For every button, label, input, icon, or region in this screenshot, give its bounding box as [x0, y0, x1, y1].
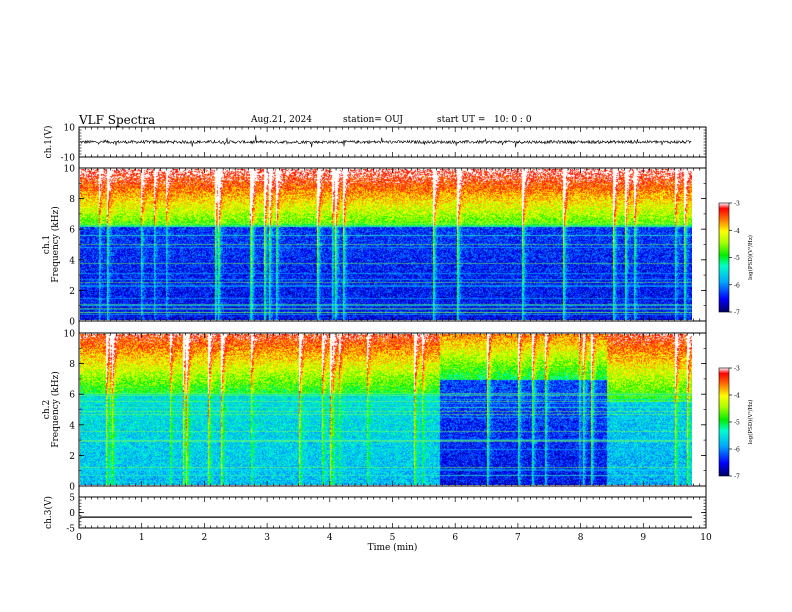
colorbar-gradient: [718, 367, 730, 477]
colorbar-label: log(PSD)(V²/Hz): [747, 400, 754, 445]
colorbar-label: log(PSD)(V²/Hz): [747, 235, 754, 280]
y-tick-label: 4: [69, 421, 75, 431]
ch2-colorbar: -3 -4 -5 -6 -7 log(PSD)(V²/Hz): [718, 366, 754, 481]
y-tick-label: 0: [69, 483, 75, 493]
x-tick-label: 0: [76, 533, 82, 543]
y-axis-label: Frequency (kHz): [50, 371, 61, 448]
colorbar-tick-label: -6: [734, 282, 740, 289]
spectrogram-canvas: [80, 169, 692, 320]
colorbar-tick-label: -5: [734, 255, 740, 262]
x-tick-label: 8: [578, 533, 584, 543]
y-tick-label: -10: [61, 154, 76, 164]
y-tick-label: 10: [64, 124, 76, 134]
x-tick-label: 7: [515, 533, 521, 543]
colorbar-tick-label: -7: [734, 474, 740, 481]
time-axis: 0 1 2 3 4 5 6 7 8 9 10 Time (min): [76, 157, 712, 553]
colorbar-tick-label: -4: [734, 393, 740, 400]
header-start-label: start UT =: [437, 115, 486, 125]
x-tick-label: 9: [640, 533, 646, 543]
y-axis-label: ch.1(V): [43, 126, 54, 159]
x-tick-label: 1: [139, 533, 145, 543]
colorbar-tick-label: -4: [734, 228, 740, 235]
spectrogram-image: [80, 169, 692, 320]
y-tick-label: 10: [64, 330, 76, 340]
y-tick-label: 0: [69, 509, 75, 519]
x-tick-label: 6: [452, 533, 458, 543]
y-tick-label: 6: [69, 226, 75, 236]
header-station: station= OUJ: [343, 115, 404, 125]
colorbar-gradient: [718, 202, 730, 313]
spectrogram-image: [80, 334, 692, 485]
y-tick-label: 10: [64, 165, 76, 175]
y-axis-label: ch.3(V): [43, 496, 54, 529]
y-tick-label: 0: [69, 318, 75, 328]
y-tick-label: 8: [69, 360, 75, 370]
y-tick-label: 4: [69, 256, 75, 266]
y-tick-label: 2: [69, 452, 75, 462]
y-tick-label: 2: [69, 287, 75, 297]
colorbar-tick-label: -3: [734, 366, 740, 373]
y-tick-label: -5: [66, 525, 75, 535]
ch1-spectrogram-panel: 0 2 4 6 8 10 ch.1 Frequency (kHz): [42, 165, 707, 328]
x-tick-label: 4: [327, 533, 333, 543]
y-tick-label: 5: [69, 494, 75, 504]
y-tick-label: 8: [69, 195, 75, 205]
colorbar-tick-label: -3: [734, 201, 740, 208]
ch1-waveform-panel: 10 -10 ch.1(V): [43, 124, 707, 164]
y-axis-label: ch.1: [42, 235, 52, 254]
colorbar-tick-label: -7: [734, 310, 740, 317]
ch1-waveform-line: [79, 135, 692, 148]
x-axis-label: Time (min): [368, 542, 418, 553]
header-title: VLF Spectra: [79, 113, 156, 127]
spectrogram-canvas: [80, 334, 692, 485]
y-axis-label: Frequency (kHz): [50, 206, 61, 283]
colorbar-tick-label: -6: [734, 447, 740, 454]
y-axis-label: ch.2: [42, 400, 52, 419]
x-tick-label: 2: [202, 533, 208, 543]
ch2-spectrogram-panel: 0 2 4 6 8 10 ch.2 Frequency (kHz): [42, 330, 707, 493]
ch3-waveform-panel: 5 0 -5 ch.3(V): [43, 494, 707, 535]
x-tick-label: 5: [390, 533, 396, 543]
x-tick-label: 10: [700, 533, 712, 543]
ch1-colorbar: -3 -4 -5 -6 -7 log(PSD)(V²/Hz): [718, 201, 754, 317]
y-tick-label: 6: [69, 391, 75, 401]
colorbar-tick-label: -5: [734, 420, 740, 427]
header-start-time: 10: 0 : 0: [494, 115, 532, 125]
x-tick-label: 3: [264, 533, 270, 543]
header-date: Aug.21, 2024: [251, 115, 312, 125]
